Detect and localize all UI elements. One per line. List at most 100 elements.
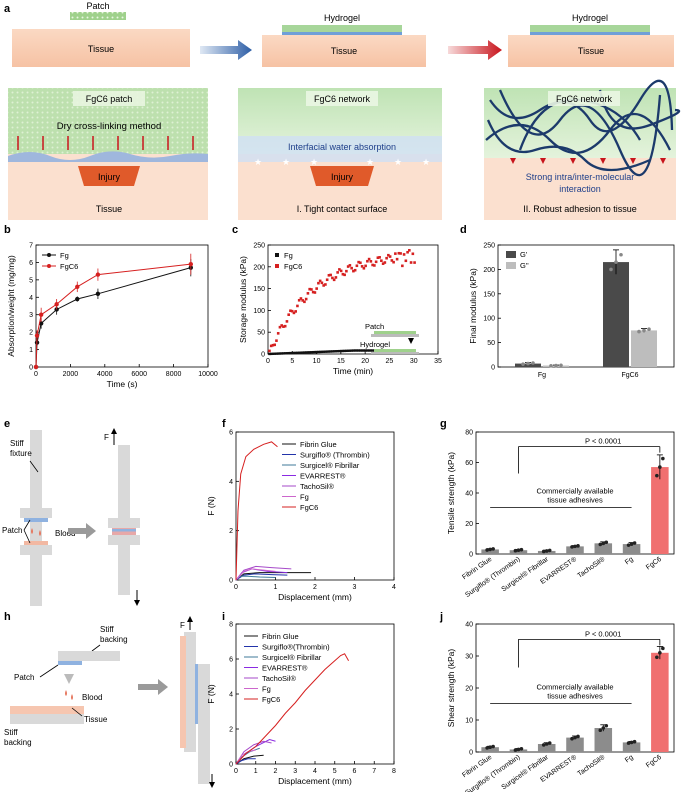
j-dot xyxy=(570,736,574,741)
c-point-fg xyxy=(366,349,369,352)
c-inset-hydrogel: Hydrogel xyxy=(360,340,390,349)
c-point-fg xyxy=(339,349,343,353)
b-series-Fg xyxy=(35,267,191,368)
c-point-fgc6 xyxy=(292,311,296,315)
i-xtick-label: 3 xyxy=(293,768,297,775)
c-point-fg xyxy=(329,350,332,353)
c-point-fg xyxy=(320,350,324,354)
f-legend-5: Fg xyxy=(300,493,309,502)
d-bar-FgC6-G' xyxy=(603,262,629,367)
c-xlabel: Time (min) xyxy=(333,366,373,376)
j-dot xyxy=(544,742,549,746)
c-point-fgc6 xyxy=(394,252,397,255)
panel-label-b: b xyxy=(4,224,11,236)
c-point-fgc6 xyxy=(289,309,292,313)
h-backing-top-2: backing xyxy=(100,635,128,644)
c-point-fg xyxy=(322,350,325,353)
f-xtick-label: 3 xyxy=(353,584,357,591)
e-force-label: F xyxy=(104,433,109,442)
b-point xyxy=(38,312,44,317)
h-down-arrow-icon xyxy=(64,674,74,684)
box3-arrows xyxy=(510,158,666,164)
i-ytick-label: 0 xyxy=(229,762,233,769)
d-dot xyxy=(619,252,623,257)
b-point xyxy=(34,333,40,338)
c-point-fgc6 xyxy=(271,343,275,347)
c-point-fgc6 xyxy=(311,290,315,294)
i-ytick-label: 2 xyxy=(229,727,233,734)
c-point-fgc6 xyxy=(325,278,329,282)
j-bar-6 xyxy=(651,652,669,752)
i-ylabel: F (N) xyxy=(206,684,216,704)
j-dot xyxy=(598,728,603,733)
c-legend-FgC6: FgC6 xyxy=(284,262,302,271)
c-point-fg xyxy=(303,351,306,354)
i-xtick-label: 1 xyxy=(254,768,258,775)
f-ylabel: F (N) xyxy=(206,496,216,516)
g-dot xyxy=(547,548,552,553)
j-dot xyxy=(519,746,524,751)
svg-text:★: ★ xyxy=(310,157,318,167)
tissue-label-1: Tissue xyxy=(88,44,114,54)
c-point-fgc6 xyxy=(285,320,289,323)
b-point xyxy=(188,261,193,267)
d-xcat-FgC6: FgC6 xyxy=(621,372,638,379)
c-point-fg xyxy=(268,352,271,356)
box1-interface xyxy=(8,151,208,162)
b-point xyxy=(75,296,80,302)
c-point-fgc6 xyxy=(310,288,313,291)
b-point xyxy=(95,291,101,296)
c-point-fgc6 xyxy=(296,304,299,308)
c-point-fgc6 xyxy=(352,269,355,273)
g-bar-0 xyxy=(481,549,499,554)
b-series-FgC6 xyxy=(35,263,191,368)
arrow-blue-icon xyxy=(200,40,252,60)
c-point-fgc6 xyxy=(402,253,406,256)
chart-d: 0 50 100 150 200 250 Final modulus (kPa) Fg FgC6… xyxy=(468,243,675,379)
d-xcat-Fg: Fg xyxy=(538,372,546,379)
g-dot xyxy=(570,545,574,549)
c-point-fgc6 xyxy=(366,259,369,263)
g-dot xyxy=(601,541,606,546)
panel-e-schematic: Stiff fixture Patch Blood F xyxy=(2,428,140,606)
i-xtick-label: 2 xyxy=(274,768,278,775)
g-dot xyxy=(516,548,521,552)
c-point-fg xyxy=(270,352,273,356)
panel-h-schematic: Stiff backing Patch Blood Tissue Stiff b… xyxy=(4,616,215,788)
svg-text:★: ★ xyxy=(422,157,430,167)
tissue-label-2: Tissue xyxy=(331,46,357,56)
j-ytick-label: 40 xyxy=(465,622,473,629)
chart-c: 0 50 100 150 200 250 0 5 10 15 20 25 30 35 Time (min) S… xyxy=(238,243,442,377)
c-point-fgc6 xyxy=(301,299,304,302)
c-inset-hyd-bar xyxy=(374,349,416,352)
f-xtick-label: 1 xyxy=(274,584,278,591)
g-group-label-2: tissue adhesives xyxy=(547,496,603,505)
j-dot xyxy=(485,746,489,750)
c-point-fg xyxy=(350,349,353,352)
i-series-6 xyxy=(235,653,350,765)
box1-arrows xyxy=(17,136,194,150)
c-legend-marker xyxy=(275,264,279,268)
h-blood-label: Blood xyxy=(82,693,102,702)
f-series-5 xyxy=(235,568,276,581)
g-bar-3 xyxy=(566,546,584,554)
g-group-label-1: Commercially available xyxy=(536,487,613,496)
e-arrow-icon xyxy=(68,523,96,539)
d-dot xyxy=(531,361,535,365)
c-point-fgc6 xyxy=(371,263,374,267)
c-point-fgc6 xyxy=(322,284,325,287)
c-ytick-label: 150 xyxy=(253,286,265,293)
c-point-fg xyxy=(299,351,303,354)
box1-tissue-label: Tissue xyxy=(96,204,122,214)
e-blood-label: Blood xyxy=(55,529,75,538)
c-point-fgc6 xyxy=(369,260,373,263)
box3-caption: II. Robust adhesion to tissue xyxy=(523,204,637,214)
c-point-fgc6 xyxy=(360,265,364,268)
c-point-fgc6 xyxy=(376,256,380,259)
j-dot xyxy=(658,651,662,655)
c-point-fg xyxy=(292,351,296,355)
c-point-fgc6 xyxy=(336,271,339,274)
j-ylabel: Shear strength (kPa) xyxy=(446,649,456,728)
box2-injury xyxy=(310,166,374,186)
hydrogel-strip-2 xyxy=(530,25,650,32)
